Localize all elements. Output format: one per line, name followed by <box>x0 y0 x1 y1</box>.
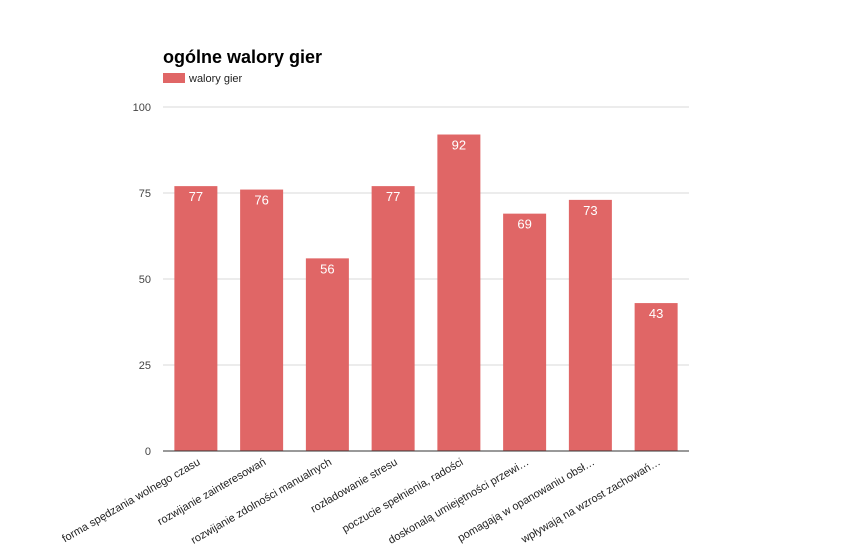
legend-label: walory gier <box>188 73 243 85</box>
data-label: 69 <box>517 217 531 232</box>
bar <box>371 186 415 451</box>
data-label: 77 <box>386 189 400 204</box>
chart-title: ogólne walory gier <box>163 47 322 67</box>
bar <box>568 199 612 451</box>
y-tick-label: 50 <box>139 274 151 286</box>
data-label: 73 <box>583 203 597 218</box>
data-label: 92 <box>452 138 466 153</box>
bar <box>240 189 284 451</box>
x-axis-labels: forma spędzania wolnego czasurozwijanie … <box>60 456 662 546</box>
y-tick-label: 100 <box>133 102 151 114</box>
x-tick-label: poczucie spełnienia, radości <box>340 456 465 535</box>
data-label: 77 <box>189 189 203 204</box>
bar <box>305 258 349 451</box>
bar <box>634 303 678 451</box>
legend: walory gier <box>163 73 243 85</box>
x-tick-label: rozwijanie zainteresowań <box>156 456 268 528</box>
y-tick-label: 25 <box>139 360 151 372</box>
y-tick-label: 0 <box>145 446 151 458</box>
legend-swatch <box>163 73 185 83</box>
data-label: 76 <box>254 193 268 208</box>
bar <box>437 134 481 451</box>
bar <box>503 213 547 451</box>
bars: 77 76 56 77 92 69 73 43 <box>174 134 678 451</box>
bar <box>174 186 218 451</box>
y-axis-ticks: 0 25 50 75 100 <box>133 102 151 458</box>
y-tick-label: 75 <box>139 188 151 200</box>
x-tick-label: forma spędzania wolnego czasu <box>60 456 202 545</box>
data-label: 43 <box>649 306 663 321</box>
data-label: 56 <box>320 261 334 276</box>
